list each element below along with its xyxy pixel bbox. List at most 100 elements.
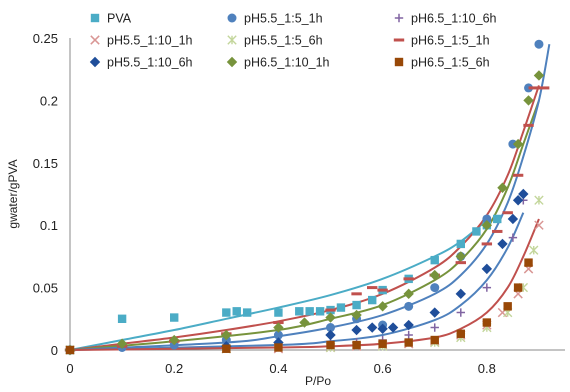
y-tick-label: 0 <box>51 343 58 358</box>
data-point <box>493 214 502 224</box>
legend-label: pH5.5_1:5_6h <box>244 34 323 48</box>
data-point <box>512 195 524 206</box>
legend-marker <box>393 38 405 42</box>
data-markers <box>64 39 550 356</box>
legend-marker <box>90 35 100 45</box>
data-point <box>497 238 508 250</box>
legend-label: pH6.5_1:10_1h <box>244 56 330 70</box>
legend-label: pH5.5_1:10_1h <box>107 34 193 48</box>
y-tick-label: 0.05 <box>33 281 58 296</box>
data-point <box>533 70 545 81</box>
plot-area <box>69 38 565 351</box>
legend: PVA pH5.5_1:5_1h pH6.5_1:10_6h pH5.5_1:10_1… <box>89 12 497 70</box>
x-tick-label: 0.6 <box>374 361 392 376</box>
data-point <box>524 258 533 267</box>
data-point <box>222 308 231 317</box>
legend-item: PVA <box>90 12 132 26</box>
data-point <box>455 288 466 300</box>
data-point <box>430 335 439 345</box>
legend-item: pH6.5_1:5_1h <box>393 34 490 48</box>
data-point <box>65 345 75 355</box>
legend-item: pH5.5_1:10_6h <box>89 56 193 70</box>
series-5 <box>65 195 544 355</box>
legend-marker <box>90 13 100 23</box>
data-point <box>482 283 492 292</box>
data-point <box>326 323 336 333</box>
data-point <box>481 242 493 246</box>
data-point <box>116 338 128 349</box>
series-9 <box>65 258 533 355</box>
data-point <box>315 307 325 316</box>
legend-label: pH6.5_1:10_6h <box>411 12 497 26</box>
series-2 <box>65 39 544 355</box>
data-point <box>534 220 544 230</box>
data-point <box>497 182 508 193</box>
data-point <box>367 322 378 333</box>
data-point <box>430 323 439 332</box>
legend-item: pH6.5_1:10_1h <box>226 56 330 70</box>
fit-line-1 <box>69 219 488 351</box>
series-4 <box>65 220 544 355</box>
data-point <box>378 339 387 348</box>
data-point <box>377 323 388 334</box>
data-point <box>232 307 241 316</box>
data-point <box>534 195 544 205</box>
data-point <box>518 188 529 200</box>
data-point <box>512 173 524 177</box>
data-point <box>456 329 465 338</box>
data-point <box>528 86 539 90</box>
data-point <box>352 340 361 350</box>
data-point <box>513 283 523 292</box>
legend-item: pH5.5_1:5_1h <box>227 12 323 26</box>
data-point <box>325 329 336 341</box>
data-point <box>368 295 377 305</box>
legend-item: pH6.5_1:5_6h <box>394 56 490 70</box>
data-point <box>387 322 399 333</box>
y-tick-label: 0.1 <box>40 218 58 233</box>
data-point <box>430 283 440 293</box>
y-tick-label: 0.15 <box>33 156 58 171</box>
y-tick-label: 0.25 <box>33 31 58 46</box>
data-point <box>482 318 492 327</box>
data-point <box>325 308 336 312</box>
data-point <box>481 220 493 231</box>
data-point <box>492 229 503 233</box>
legend-label: pH5.5_1:5_1h <box>244 12 323 26</box>
data-point <box>403 288 414 300</box>
fit-curves <box>69 44 551 351</box>
legend-label: PVA <box>107 12 132 26</box>
data-point <box>169 334 180 346</box>
fit-line-2 <box>69 85 540 351</box>
fit-line-5 <box>69 212 525 351</box>
legend-marker <box>89 56 101 68</box>
x-tick-label: 0.4 <box>269 361 287 376</box>
data-point <box>274 343 283 352</box>
legend-marker <box>227 35 237 45</box>
x-tick-label: 0.8 <box>478 361 496 376</box>
fit-line-3 <box>69 100 540 351</box>
legend-marker <box>394 13 404 23</box>
data-point <box>299 317 310 328</box>
series-8 <box>64 70 545 356</box>
data-point <box>534 39 544 49</box>
data-point <box>351 309 362 321</box>
data-point <box>523 95 534 106</box>
x-tick-label: 0.2 <box>165 361 183 376</box>
x-tick-label: 0 <box>66 361 73 376</box>
data-point <box>455 251 466 262</box>
data-point <box>273 330 283 340</box>
data-point <box>508 139 518 149</box>
x-tick-labels: 0 0.2 0.4 0.6 0.8 <box>66 361 495 376</box>
data-point <box>404 301 414 311</box>
legend-label: pH6.5_1:5_6h <box>411 56 490 70</box>
data-point <box>117 314 127 323</box>
x-axis-label: P/Po <box>305 374 331 388</box>
data-point <box>538 86 550 90</box>
legend-item: pH6.5_1:10_6h <box>394 12 497 26</box>
data-point <box>404 330 413 340</box>
data-point <box>242 308 252 317</box>
data-point <box>351 292 362 296</box>
data-point <box>507 213 519 225</box>
data-point <box>273 322 284 333</box>
